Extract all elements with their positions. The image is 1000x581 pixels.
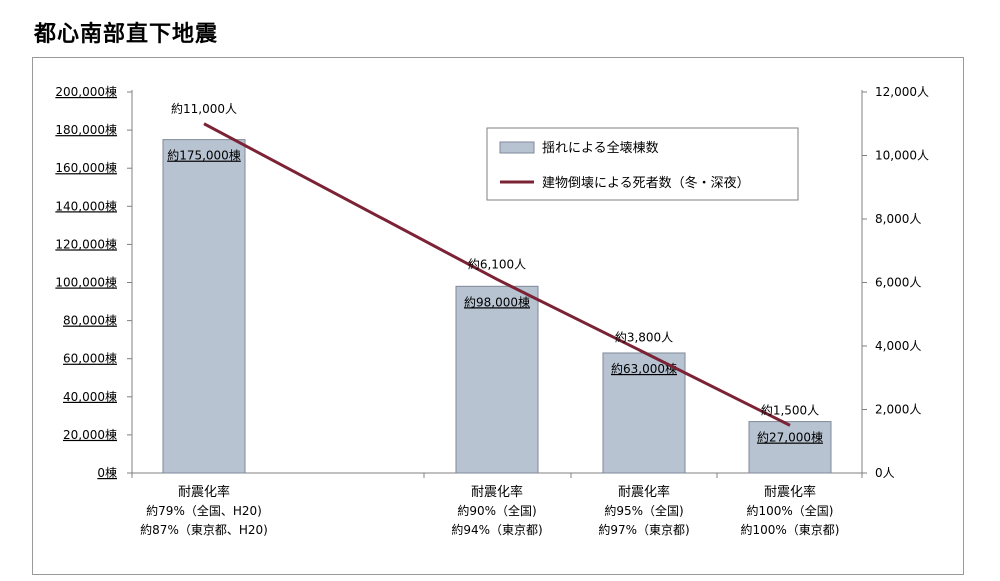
chart-frame: [32, 57, 964, 575]
legend-line-label: 建物倒壊による死者数（冬・深夜）: [542, 175, 750, 191]
legend-box: [486, 127, 799, 201]
left-tick-label: 60,000棟: [63, 351, 117, 366]
left-tick-label: 20,000棟: [63, 427, 117, 442]
category-label: 耐震化率: [471, 484, 523, 500]
category-sublabel: 約79%（全国、H20): [146, 503, 262, 518]
left-tick-label: 100,000棟: [55, 275, 117, 290]
category-sublabel: 約100%（全国): [747, 503, 834, 518]
left-tick-label: 80,000棟: [63, 313, 117, 328]
bar: [602, 352, 686, 474]
right-tick-label: 0人: [875, 466, 895, 480]
line-data-label: 約11,000人: [171, 101, 237, 116]
left-tick-label: 160,000棟: [55, 160, 117, 175]
category-label: 耐震化率: [764, 484, 816, 500]
bar-data-label: 約98,000棟: [464, 294, 530, 309]
right-tick-label: 6,000人: [875, 276, 921, 290]
left-tick-label: 40,000棟: [63, 389, 117, 404]
line-data-label: 約3,800人: [615, 329, 673, 344]
right-tick-label: 12,000人: [875, 85, 929, 99]
right-tick-label: 10,000人: [875, 149, 929, 163]
category-sublabel: 約95%（全国): [604, 503, 683, 518]
left-tick-label: 140,000棟: [55, 198, 117, 213]
deaths-line: [203, 122, 791, 427]
legend-bar-label: 揺れによる全壊棟数: [542, 140, 659, 156]
right-tick-label: 8,000人: [875, 212, 921, 226]
bar-data-label: 約27,000棟: [757, 430, 823, 445]
bar-data-label: 約175,000棟: [167, 148, 241, 163]
left-tick-label: 180,000棟: [55, 122, 117, 137]
category-label: 耐震化率: [618, 484, 670, 500]
page-title: 都心南部直下地震: [34, 22, 219, 47]
category-sublabel: 約94%（東京都): [451, 522, 542, 537]
category-sublabel: 約90%（全国): [457, 503, 536, 518]
left-tick-label: 120,000棟: [55, 236, 117, 251]
bar: [162, 139, 246, 474]
right-tick-label: 2,000人: [875, 403, 921, 417]
legend-bar-swatch: [499, 141, 535, 154]
category-sublabel: 約97%（東京都): [598, 522, 689, 537]
left-tick-label: 200,000棟: [55, 84, 117, 99]
bar: [748, 421, 832, 474]
line-data-label: 約6,100人: [468, 256, 526, 271]
bar-data-label: 約63,000棟: [611, 361, 677, 376]
bar: [455, 285, 539, 474]
line-data-label: 約1,500人: [761, 402, 819, 417]
category-sublabel: 約100%（東京都): [741, 522, 840, 537]
left-tick-label: 0棟: [97, 465, 117, 480]
right-tick-label: 4,000人: [875, 339, 921, 353]
category-sublabel: 約87%（東京都、H20): [140, 522, 268, 537]
category-label: 耐震化率: [178, 484, 230, 500]
